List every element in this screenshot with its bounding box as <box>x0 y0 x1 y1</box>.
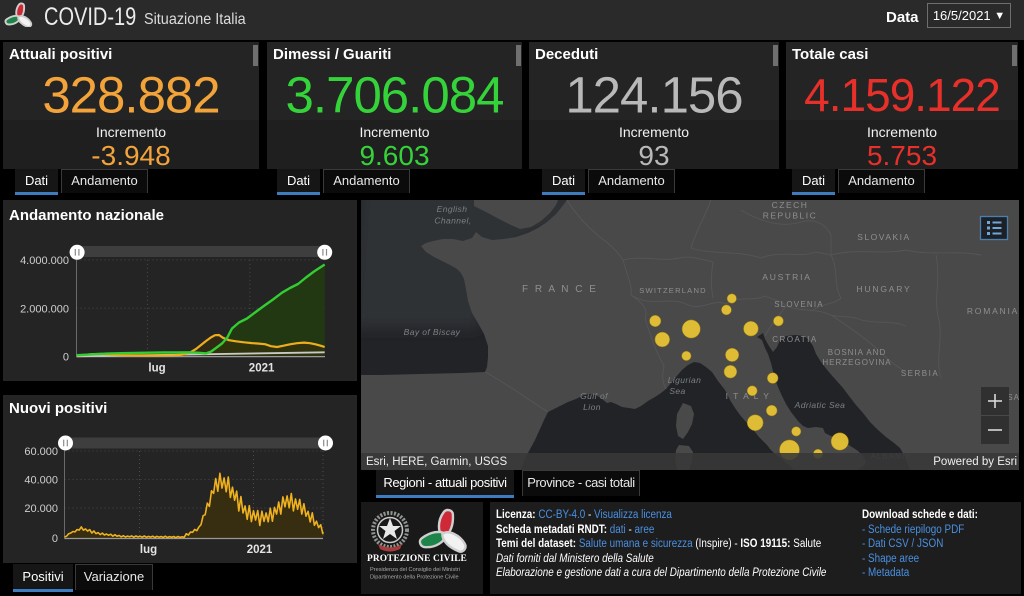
svg-text:40.000: 40.000 <box>24 475 58 487</box>
svg-text:2021: 2021 <box>247 544 273 556</box>
svg-text:0: 0 <box>52 533 58 545</box>
svg-text:CROATIA: CROATIA <box>772 335 817 344</box>
svg-text:20.000: 20.000 <box>24 503 58 515</box>
svg-text:Andamento nazionale: Andamento nazionale <box>9 207 164 224</box>
svg-text:HERZEGOVINA: HERZEGOVINA <box>822 358 891 367</box>
svg-text:2021: 2021 <box>249 363 275 375</box>
svg-text:Nuovi positivi: Nuovi positivi <box>9 400 107 417</box>
svg-text:Ligurian: Ligurian <box>668 375 701 385</box>
svg-text:CZECH: CZECH <box>772 200 809 210</box>
svg-text:Powered by Esri: Powered by Esri <box>933 456 1017 468</box>
svg-text:Esri, HERE, Garmin, USGS: Esri, HERE, Garmin, USGS <box>366 456 508 468</box>
svg-text:Sea: Sea <box>669 386 685 396</box>
svg-text:PROTEZIONE CIVILE: PROTEZIONE CIVILE <box>367 554 467 564</box>
svg-text:0: 0 <box>63 352 69 364</box>
svg-text:English: English <box>437 204 468 214</box>
svg-text:I T A L Y: I T A L Y <box>726 391 771 401</box>
svg-text:Dipartimento della Protezione: Dipartimento della Protezione Civile <box>370 575 459 581</box>
svg-text:lug: lug <box>140 544 157 556</box>
svg-text:Gulf of: Gulf of <box>580 391 609 401</box>
svg-text:Bay of Biscay: Bay of Biscay <box>404 327 461 337</box>
svg-text:Adriatic Sea: Adriatic Sea <box>794 400 846 410</box>
svg-text:SWITZERLAND: SWITZERLAND <box>639 286 707 295</box>
svg-text:4.000.000: 4.000.000 <box>20 255 69 267</box>
svg-text:SLOVENIA: SLOVENIA <box>774 300 824 309</box>
svg-text:Presidenza del Consiglio dei M: Presidenza del Consiglio dei Ministri <box>370 567 460 573</box>
svg-text:Lion: Lion <box>583 402 601 412</box>
svg-text:SLOVAKIA: SLOVAKIA <box>857 232 910 242</box>
svg-text:lug: lug <box>148 363 165 375</box>
svg-text:SERBIA: SERBIA <box>901 369 939 378</box>
svg-text:Channel,: Channel, <box>434 216 471 226</box>
svg-text:AUSTRIA: AUSTRIA <box>762 272 811 282</box>
svg-text:F R A N C E: F R A N C E <box>522 284 598 295</box>
svg-text:SAR: SAR <box>1007 393 1019 402</box>
svg-text:REPUBLIC: REPUBLIC <box>763 211 818 221</box>
svg-text:BOSNIA AND: BOSNIA AND <box>828 348 886 357</box>
svg-text:60.000: 60.000 <box>24 446 58 458</box>
svg-text:HUNGARY: HUNGARY <box>857 284 912 294</box>
svg-text:2.000.000: 2.000.000 <box>20 303 69 315</box>
svg-text:ROMANIA: ROMANIA <box>967 306 1019 316</box>
